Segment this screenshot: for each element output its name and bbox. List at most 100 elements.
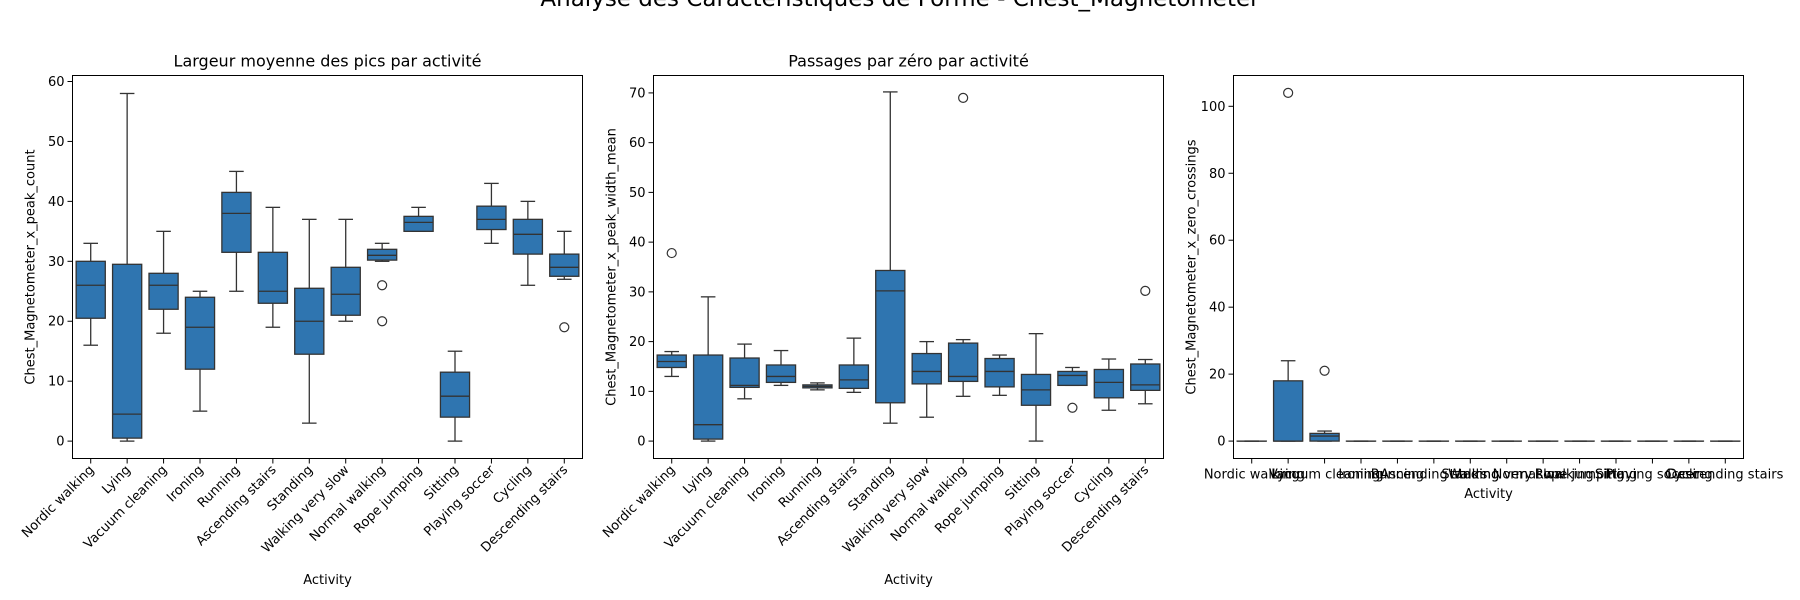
box-3 <box>765 349 797 387</box>
x-axis-label: Activity <box>303 573 352 588</box>
y-tick-label: 100 <box>1201 100 1226 115</box>
outlier-point <box>958 92 969 103</box>
box-2 <box>148 230 179 334</box>
x-axis-label: Activity <box>1464 487 1513 502</box>
box-9 <box>984 354 1015 396</box>
y-tick-label: 60 <box>629 136 646 151</box>
y-tick-label: 10 <box>48 375 65 390</box>
box-6 <box>294 218 325 424</box>
x-axis-label: Activity <box>884 573 933 588</box>
box-body <box>1130 363 1161 392</box>
box-11 <box>476 182 507 244</box>
x-tick-label: Cycling <box>1665 468 1713 483</box>
box-9 <box>403 206 434 232</box>
x-tick-label: Playing soccer <box>1606 468 1700 483</box>
box-5 <box>257 206 289 328</box>
y-tick-label: 40 <box>629 236 646 251</box>
box-1 <box>111 92 143 442</box>
box-1 <box>692 296 724 442</box>
box-5 <box>838 337 870 393</box>
box-body <box>111 263 143 439</box>
box-1 <box>1272 87 1304 442</box>
box-12 <box>512 200 544 286</box>
box-body <box>221 191 252 253</box>
box-7 <box>330 218 361 322</box>
box-body <box>692 354 724 440</box>
box-body <box>1093 368 1125 399</box>
y-tick-label: 20 <box>48 315 65 330</box>
x-tick-label: Lying <box>99 463 134 498</box>
subplot-2: Passages par zéro par activité 0 10 20 30 40 5… <box>600 52 1164 588</box>
x-tick-label: Rope jumping <box>1535 468 1625 483</box>
box-body <box>257 251 289 304</box>
outlier-point <box>559 322 570 333</box>
box-6 <box>875 91 906 424</box>
box-body <box>403 215 434 232</box>
box-body <box>439 371 471 418</box>
outlier-point <box>666 247 677 259</box>
box-body <box>75 260 106 319</box>
box-body <box>476 205 507 231</box>
y-tick-label: 30 <box>48 255 65 270</box>
box-2 <box>1309 365 1340 442</box>
box-body <box>765 364 797 384</box>
box-body <box>947 342 979 383</box>
x-tick-label: Nordic walking <box>19 463 97 541</box>
box-body <box>838 364 870 390</box>
box-0 <box>656 247 687 378</box>
x-tick-label: Descending stairs <box>1667 468 1783 483</box>
box-body <box>184 296 216 370</box>
y-axis-label: Chest_Magnetometer_x_peak_count <box>24 149 39 384</box>
x-tick-label: Nordic walking <box>1204 468 1300 483</box>
box-13 <box>1130 285 1161 405</box>
y-tick-label: 10 <box>629 385 646 400</box>
axes-frame <box>653 75 1164 459</box>
y-tick-label: 60 <box>1209 234 1226 249</box>
y-tick-label: 0 <box>637 435 645 450</box>
x-tick-label: Ironing <box>1338 468 1383 483</box>
x-tick-label: Nordic walking <box>600 463 678 541</box>
box-8 <box>947 92 979 397</box>
chart-title: Largeur moyenne des pics par activité <box>174 52 482 71</box>
y-tick-label: 40 <box>48 195 65 210</box>
box-body <box>1309 432 1340 442</box>
y-axis-label: Chest_Magnetometer_x_peak_width_mean <box>605 128 620 406</box>
box-body <box>1057 370 1088 387</box>
y-tick-label: 50 <box>629 186 646 201</box>
box-10 <box>439 350 471 442</box>
box-body <box>911 352 942 385</box>
box-body <box>512 218 544 255</box>
axes-frame <box>72 75 583 459</box>
outlier-point <box>1140 285 1151 296</box>
outlier-point <box>377 316 388 327</box>
box-10 <box>1020 333 1052 442</box>
box-body <box>549 253 580 277</box>
x-tick-label: Running <box>1371 468 1424 483</box>
chart-title: Passages par zéro par activité <box>788 52 1029 71</box>
outlier-point <box>1283 87 1294 99</box>
x-tick-label: Normal walking <box>1493 468 1594 483</box>
box-body <box>729 357 760 389</box>
y-tick-label: 40 <box>1209 301 1226 316</box>
y-tick-label: 0 <box>56 435 64 450</box>
y-tick-label: 50 <box>48 135 65 150</box>
y-tick-label: 70 <box>629 86 646 101</box>
x-tick-label: Lying <box>1271 468 1305 483</box>
x-tick-label: Lying <box>680 463 715 498</box>
box-0 <box>75 242 106 346</box>
y-tick-label: 0 <box>1217 435 1225 450</box>
box-body <box>875 269 906 404</box>
box-13 <box>549 230 580 333</box>
x-tick-label: Sitting <box>1595 468 1637 483</box>
box-2 <box>729 343 760 400</box>
box-4 <box>221 170 252 292</box>
box-11 <box>1057 366 1088 413</box>
box-12 <box>1093 358 1125 411</box>
y-tick-label: 60 <box>48 75 65 90</box>
box-3 <box>184 290 216 412</box>
y-tick-label: 20 <box>629 335 646 350</box>
x-tick-label: Vacuum cleaning <box>1269 468 1380 483</box>
box-body <box>330 266 361 316</box>
box-body <box>984 357 1015 388</box>
y-tick-label: 20 <box>1209 368 1226 383</box>
